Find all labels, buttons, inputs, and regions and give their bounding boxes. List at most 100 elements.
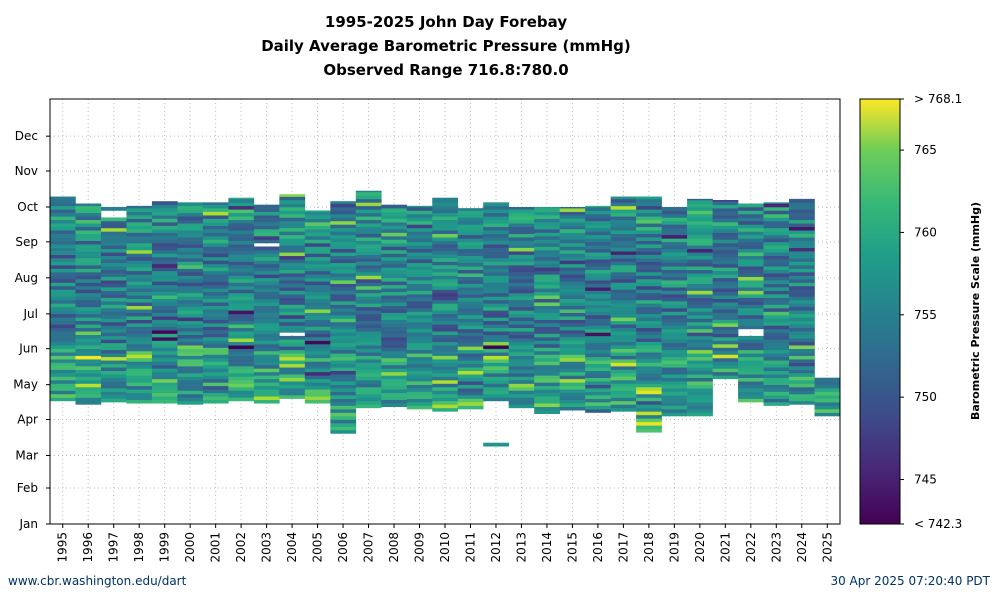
heatmap-cell	[253, 239, 280, 244]
heatmap-cell	[636, 407, 662, 412]
heatmap-cell	[381, 337, 408, 341]
heatmap-cell	[177, 289, 204, 294]
source-url[interactable]: www.cbr.washington.edu/dart	[8, 574, 187, 588]
heatmap-cell	[406, 391, 433, 396]
heatmap-cell	[406, 328, 433, 333]
heatmap-cell	[534, 378, 560, 383]
heatmap-cell	[534, 295, 560, 300]
heatmap-cell	[228, 397, 255, 402]
heatmap-cell	[228, 369, 255, 374]
heatmap-cell	[126, 333, 153, 338]
heatmap-cell	[330, 311, 357, 316]
heatmap-cell	[661, 287, 688, 291]
heatmap-cell	[151, 260, 178, 265]
heatmap-cell	[432, 404, 459, 409]
heatmap-cell	[355, 223, 382, 228]
heatmap-cell	[304, 364, 331, 369]
heatmap-cell	[100, 388, 127, 392]
heatmap-cell	[610, 198, 637, 203]
heatmap-cell	[432, 320, 459, 325]
heatmap-cell	[483, 306, 510, 311]
heatmap-cell	[381, 309, 408, 313]
heatmap-cell	[202, 309, 229, 313]
heatmap-cell	[355, 275, 382, 280]
heatmap-cell	[304, 302, 331, 306]
heatmap-cell	[202, 330, 229, 334]
heatmap-cell	[687, 238, 713, 243]
heatmap-cell	[508, 272, 535, 276]
heatmap-cell	[610, 393, 637, 398]
heatmap-cell	[585, 405, 611, 410]
heatmap-cell	[432, 306, 459, 311]
heatmap-cell	[508, 366, 535, 370]
heatmap-cell	[585, 325, 611, 330]
heatmap-cell	[330, 308, 357, 312]
heatmap-cell	[126, 288, 153, 293]
heatmap-cell	[432, 331, 459, 336]
heatmap-cell	[355, 247, 382, 252]
heatmap-cell	[610, 331, 637, 336]
heatmap-cell	[483, 254, 510, 259]
heatmap-cell	[126, 218, 153, 223]
heatmap-cell	[432, 383, 459, 388]
heatmap-cell	[304, 291, 331, 296]
heatmap-cell	[457, 356, 484, 361]
heatmap-cell	[636, 383, 662, 388]
heatmap-cell	[636, 216, 662, 221]
heatmap-cell	[610, 359, 637, 363]
heatmap-cell	[457, 248, 484, 253]
heatmap-cell	[355, 219, 382, 224]
heatmap-cell	[457, 388, 484, 392]
heatmap-cell	[687, 339, 713, 344]
heatmap-cell	[457, 262, 484, 267]
heatmap-cell	[636, 348, 662, 353]
heatmap-cell	[661, 346, 688, 351]
heatmap-cell	[687, 220, 713, 225]
heatmap-cell	[151, 236, 178, 240]
heatmap-cell	[432, 359, 459, 363]
heatmap-cell	[508, 285, 535, 290]
heatmap-cell	[636, 355, 662, 360]
heatmap-cell	[75, 313, 102, 318]
heatmap-cell	[559, 319, 586, 324]
heatmap-cell	[202, 284, 229, 289]
heatmap-cell	[355, 237, 382, 241]
heatmap-cell	[253, 298, 280, 303]
year-column-2006	[330, 201, 357, 434]
heatmap-cell	[789, 258, 815, 262]
heatmap-cell	[406, 314, 433, 319]
heatmap-cell	[687, 301, 713, 305]
heatmap-cell	[763, 276, 790, 281]
heatmap-cell	[304, 253, 331, 258]
heatmap-cell	[636, 386, 662, 391]
heatmap-cell	[636, 369, 662, 374]
heatmap-cell	[50, 373, 76, 377]
heatmap-cell	[636, 205, 662, 210]
heatmap-cell	[483, 362, 510, 367]
heatmap-cell	[457, 325, 484, 330]
heatmap-cell	[789, 341, 815, 346]
heatmap-cell	[585, 252, 611, 257]
heatmap-cell	[50, 386, 76, 391]
heatmap-cell	[253, 354, 280, 359]
heatmap-cell	[457, 304, 484, 309]
heatmap-cell	[228, 289, 255, 294]
heatmap-cell	[432, 386, 459, 391]
heatmap-cell	[355, 404, 382, 409]
heatmap-cell	[279, 342, 306, 347]
heatmap-cell	[610, 223, 637, 228]
heatmap-cell	[483, 341, 510, 346]
heatmap-cell	[177, 310, 204, 315]
heatmap-cell	[687, 287, 713, 291]
heatmap-cell	[763, 391, 790, 396]
heatmap-cell	[50, 292, 76, 297]
heatmap-cell	[50, 345, 76, 349]
heatmap-cell	[432, 407, 459, 412]
heatmap-cell	[355, 205, 382, 210]
heatmap-cell	[585, 395, 611, 399]
heatmap-cell	[432, 313, 459, 318]
heatmap-cell	[304, 382, 331, 387]
heatmap-cell	[202, 263, 229, 268]
heatmap-cell	[585, 280, 611, 284]
